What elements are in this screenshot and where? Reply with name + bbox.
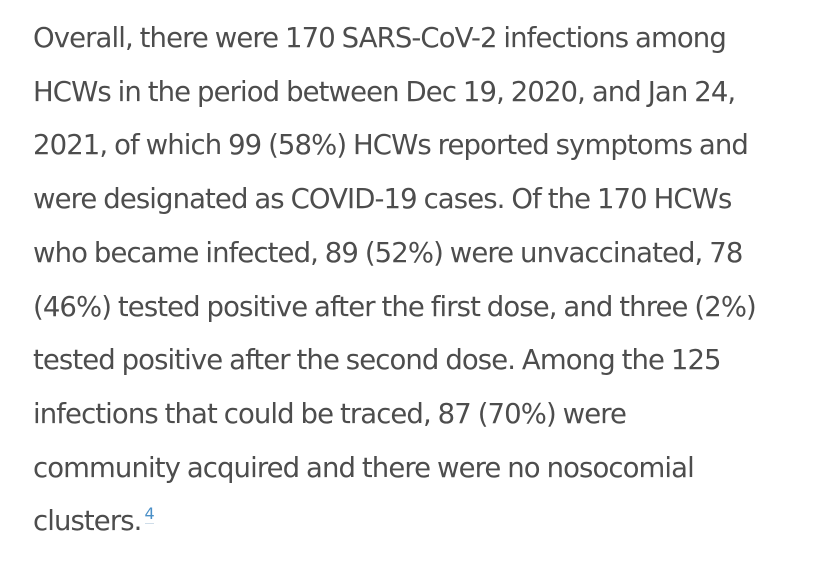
- paragraph-line: tested positive after the second dose. A…: [33, 344, 722, 377]
- paragraph-line: were designated as COVID-19 cases. Of th…: [33, 183, 732, 216]
- paragraph-line: (46%) tested positive after the first do…: [33, 290, 757, 323]
- paragraph-line: community acquired and there were no nos…: [33, 451, 695, 484]
- paragraph-line: infections that could be traced, 87 (70%…: [33, 397, 627, 430]
- paragraph-line: who became infected, 89 (52%) were unvac…: [33, 236, 743, 269]
- paragraph-last-line: clusters. 4: [33, 495, 823, 549]
- paragraph-line: HCWs in the period between Dec 19, 2020,…: [33, 75, 736, 108]
- paragraph-line: clusters.: [33, 505, 142, 538]
- reference-link[interactable]: 4: [144, 504, 155, 525]
- article-paragraph: Overall, there were 170 SARS-CoV-2 infec…: [33, 12, 823, 549]
- paragraph-line: Overall, there were 170 SARS-CoV-2 infec…: [33, 22, 727, 54]
- paragraph-line: 2021, of which 99 (58%) HCWs reported sy…: [33, 129, 749, 162]
